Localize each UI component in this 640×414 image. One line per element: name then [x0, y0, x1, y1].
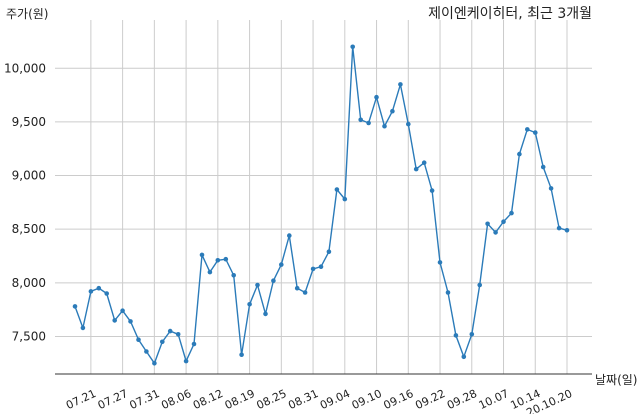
- data-point: [144, 349, 149, 354]
- data-point: [477, 282, 483, 288]
- x-tick-label: 08.25: [255, 387, 289, 412]
- chart-title: 제이엔케이히터, 최근 3개월: [428, 6, 592, 22]
- data-point: [96, 285, 102, 291]
- data-point: [310, 266, 316, 272]
- data-point: [215, 258, 221, 263]
- y-tick-label: 8,000: [12, 276, 46, 290]
- data-point: [390, 108, 395, 114]
- data-point: [152, 361, 157, 366]
- data-point: [342, 196, 348, 202]
- data-point: [350, 44, 356, 50]
- data-point: [223, 256, 229, 262]
- data-point: [231, 273, 236, 278]
- grid-lines: [55, 20, 592, 374]
- data-point: [255, 282, 260, 288]
- x-tick-label: 09.16: [382, 387, 416, 412]
- data-point: [406, 121, 411, 127]
- data-point: [469, 332, 475, 337]
- data-point: [191, 341, 197, 347]
- y-axis-label: 주가(원): [6, 7, 48, 21]
- data-point: [80, 325, 86, 331]
- x-tick-label: 07.21: [64, 387, 98, 412]
- data-point: [366, 120, 371, 126]
- data-point: [318, 264, 324, 270]
- data-point: [445, 290, 451, 295]
- data-point: [421, 160, 427, 165]
- y-tick-labels: 7,500 8,000 8,500 9,000 9,500 10,000: [4, 61, 46, 343]
- data-point: [294, 285, 300, 291]
- data-point: [517, 151, 522, 157]
- x-tick-labels: 07.2107.2707.3108.0608.1208.1908.2508.31…: [64, 387, 574, 414]
- data-point: [548, 186, 554, 191]
- x-tick-label: 09.10: [350, 387, 384, 412]
- data-point: [263, 311, 268, 317]
- data-point: [167, 328, 173, 334]
- data-point: [525, 127, 530, 132]
- data-point: [136, 337, 141, 343]
- series-line: [74, 46, 568, 365]
- data-point: [128, 319, 133, 324]
- y-tick-label: 9,000: [12, 169, 46, 183]
- data-points: [72, 44, 570, 366]
- data-point: [279, 262, 284, 267]
- data-point: [183, 358, 189, 364]
- data-point: [104, 291, 109, 296]
- data-point: [485, 221, 490, 227]
- data-point: [429, 188, 435, 193]
- x-axis-label: 날짜(일): [595, 373, 637, 387]
- data-point: [413, 166, 419, 172]
- y-tick-label: 10,000: [4, 61, 46, 75]
- data-point: [564, 228, 570, 233]
- data-point: [302, 290, 308, 295]
- data-point: [271, 278, 276, 284]
- x-tick-label: 08.19: [223, 387, 257, 412]
- data-point: [540, 164, 546, 170]
- data-point: [556, 225, 562, 231]
- x-tick-label: 07.31: [128, 387, 162, 412]
- data-point: [382, 123, 387, 129]
- x-tick-label: 07.27: [96, 387, 130, 412]
- data-point: [72, 304, 78, 309]
- data-point: [501, 219, 506, 224]
- data-point: [247, 302, 252, 307]
- data-point: [398, 82, 403, 87]
- data-point: [160, 339, 165, 345]
- data-point: [326, 249, 332, 254]
- y-tick-label: 7,500: [12, 329, 46, 343]
- data-point: [358, 117, 364, 123]
- data-point: [120, 308, 125, 314]
- data-point: [112, 318, 117, 323]
- y-tick-label: 9,500: [12, 115, 46, 129]
- x-tick-label: 09.28: [445, 387, 479, 412]
- y-tick-label: 8,500: [12, 222, 46, 236]
- data-point: [287, 233, 292, 238]
- data-point: [334, 187, 340, 192]
- x-tick-label: 09.22: [413, 387, 447, 412]
- data-point: [493, 230, 498, 235]
- x-tick-label: 08.06: [159, 387, 193, 412]
- x-tick-label: 08.31: [286, 387, 320, 412]
- data-point: [509, 210, 514, 216]
- x-tick-label: 10.07: [477, 387, 511, 412]
- data-point: [533, 130, 538, 135]
- x-tick-label: 08.12: [191, 387, 225, 412]
- data-point: [374, 94, 379, 100]
- data-point: [239, 352, 244, 358]
- data-point: [88, 289, 94, 294]
- data-point: [175, 332, 181, 337]
- data-point: [207, 269, 213, 275]
- data-point: [437, 260, 443, 265]
- data-point: [461, 354, 467, 360]
- x-tick-label: 09.04: [318, 387, 352, 412]
- data-point: [199, 252, 205, 258]
- data-point: [453, 333, 459, 338]
